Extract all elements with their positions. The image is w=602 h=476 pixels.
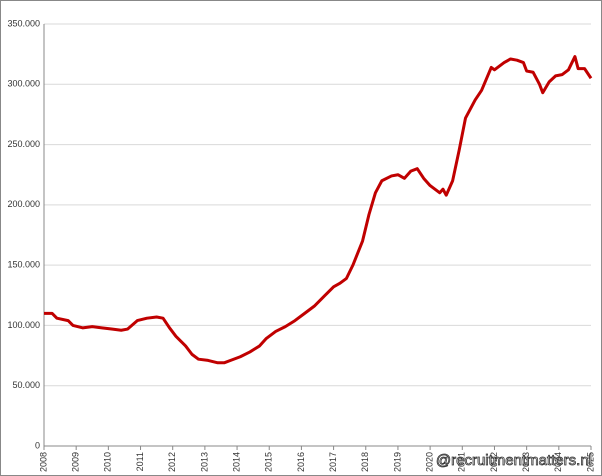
watermark: @recruitmentmatters.nl bbox=[436, 452, 592, 469]
y-tick-label: 300.000 bbox=[7, 79, 40, 89]
y-tick-label: 200.000 bbox=[7, 199, 40, 209]
line bbox=[44, 55, 593, 365]
x-tick-label: 2016 bbox=[296, 452, 306, 472]
y-tick-label: 350.000 bbox=[7, 18, 40, 28]
y-tick-label: 0 bbox=[35, 440, 40, 450]
x-tick-label: 2024 bbox=[553, 452, 563, 472]
x-tick-label: 2019 bbox=[392, 452, 402, 472]
x-tick-label: 2013 bbox=[199, 452, 209, 472]
x-tick-label: 2015 bbox=[264, 452, 274, 472]
x-tick-label: 2021 bbox=[457, 452, 467, 472]
x-tick-label: 2010 bbox=[103, 452, 113, 472]
x-tick-label: 2008 bbox=[38, 452, 48, 472]
y-tick-label: 250.000 bbox=[7, 139, 40, 149]
x-tick-label: 2017 bbox=[328, 452, 338, 472]
x-tick-label: 2025 bbox=[585, 452, 595, 472]
y-tick-label: 100.000 bbox=[7, 320, 40, 330]
x-tick-label: 2011 bbox=[135, 452, 145, 471]
y-tick-label: 50.000 bbox=[12, 380, 40, 390]
y-tick-label: 150.000 bbox=[7, 260, 40, 270]
x-tick-label: 2014 bbox=[231, 452, 241, 472]
x-tick-label: 2022 bbox=[489, 452, 499, 472]
x-tick-label: 2018 bbox=[360, 452, 370, 472]
x-tick-label: 2009 bbox=[71, 452, 81, 472]
x-tick-label: 2023 bbox=[521, 452, 531, 472]
x-tick-label: 2012 bbox=[167, 452, 177, 472]
x-tick-label: 2020 bbox=[424, 452, 434, 472]
